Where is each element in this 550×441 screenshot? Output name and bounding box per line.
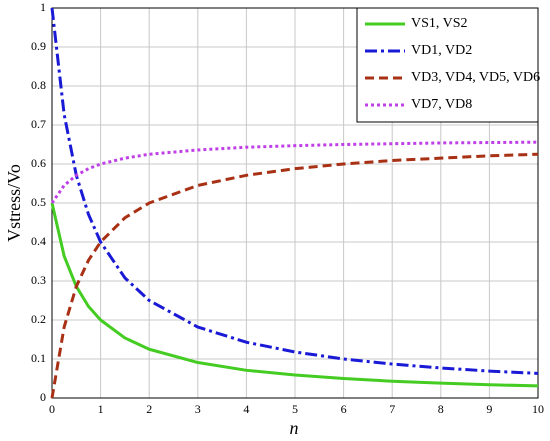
x-tick-label: 8 xyxy=(438,402,444,416)
y-tick-label: 0.4 xyxy=(31,234,46,248)
x-tick-label: 4 xyxy=(243,402,249,416)
series-line xyxy=(50,152,539,399)
legend-label: VD7, VD8 xyxy=(411,97,472,112)
y-tick-label: 1 xyxy=(40,0,46,14)
x-tick-label: 9 xyxy=(486,402,492,416)
y-tick-label: 0.9 xyxy=(31,39,46,53)
legend-label: VD1, VD2 xyxy=(411,43,472,58)
x-tick-label: 1 xyxy=(98,402,104,416)
x-axis-label: n xyxy=(290,418,299,438)
y-tick-label: 0 xyxy=(40,390,46,404)
series-line xyxy=(50,140,539,204)
series-line xyxy=(50,7,539,375)
y-tick-label: 0.1 xyxy=(31,351,46,365)
x-tick-label: 3 xyxy=(195,402,201,416)
y-tick-label: 0.2 xyxy=(31,312,46,326)
legend-box xyxy=(356,7,539,123)
y-tick-label: 0.6 xyxy=(31,156,46,170)
x-tick-label: 5 xyxy=(292,402,298,416)
x-tick-label: 6 xyxy=(341,402,347,416)
y-tick-label: 0.5 xyxy=(31,195,46,209)
legend-label: VS1, VS2 xyxy=(411,16,468,31)
y-axis-label: Vstress/Vo xyxy=(4,164,24,242)
legend-label: VD3, VD4, VD5, VD6 xyxy=(411,70,540,85)
x-tick-label: 10 xyxy=(532,402,544,416)
x-tick-label: 0 xyxy=(49,402,55,416)
x-tick-label: 7 xyxy=(389,402,395,416)
y-tick-label: 0.3 xyxy=(31,273,46,287)
x-tick-label: 2 xyxy=(146,402,152,416)
series-line xyxy=(50,202,539,388)
y-tick-label: 0.7 xyxy=(31,117,46,131)
y-tick-label: 0.8 xyxy=(31,78,46,92)
